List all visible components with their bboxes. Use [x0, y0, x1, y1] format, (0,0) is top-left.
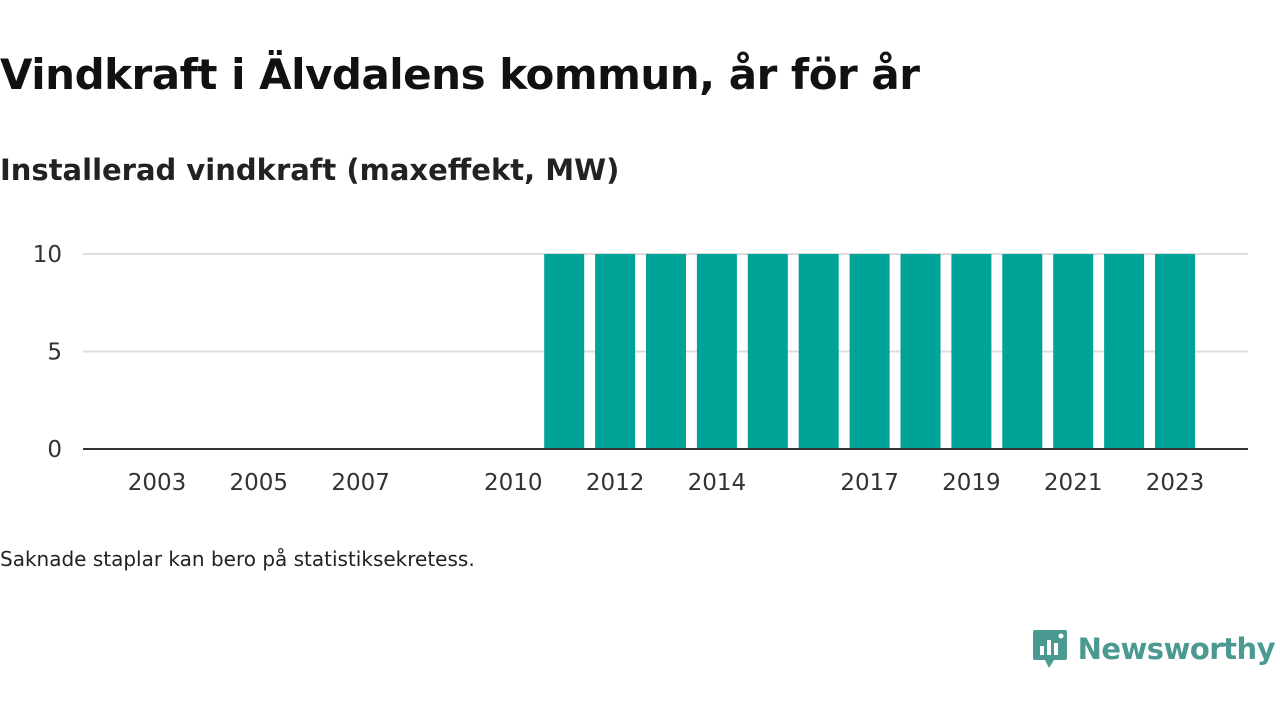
bar-2016 [798, 254, 839, 449]
bar-2013 [646, 254, 686, 449]
bar-2023 [1155, 254, 1195, 449]
bar-2017 [849, 254, 890, 449]
y-tick-label-5: 5 [47, 340, 62, 366]
x-tick-label-2019: 2019 [942, 470, 1001, 496]
chart-title: Vindkraft i Älvdalens kommun, år för år [0, 50, 920, 99]
chart-subtitle: Installerad vindkraft (maxeffekt, MW) [0, 153, 620, 187]
x-tick-label-2021: 2021 [1044, 470, 1103, 496]
bar-2011 [544, 254, 585, 449]
bar-2018 [900, 254, 941, 449]
y-tick-label-0: 0 [47, 437, 62, 463]
x-tick-label-2017: 2017 [840, 470, 899, 496]
bar-chart: 0 5 10 2003 2005 2007 2010 2012 2014 2017 2019 2021… [33, 242, 1248, 496]
x-tick-label-2014: 2014 [688, 470, 747, 496]
x-tick-label-2005: 2005 [230, 470, 289, 496]
footnote: Saknade staplar kan bero på statistiksek… [0, 547, 475, 571]
bar-2019 [951, 254, 992, 449]
x-tick-label-2023: 2023 [1146, 470, 1205, 496]
bar-2014 [696, 254, 737, 449]
bar-2020 [1002, 254, 1043, 449]
brand-name: Newsworthy [1077, 632, 1276, 666]
y-tick-label-10: 10 [33, 242, 62, 268]
bar-2022 [1104, 254, 1145, 449]
x-tick-label-2012: 2012 [586, 470, 645, 496]
bar-2012 [595, 254, 636, 449]
x-tick-label-2010: 2010 [484, 470, 543, 496]
x-tick-label-2003: 2003 [128, 470, 187, 496]
bar-2015 [747, 254, 788, 449]
newsworthy-logo-icon [1032, 630, 1067, 668]
bars [544, 254, 1195, 449]
axes: 0 5 10 2003 2005 2007 2010 2012 2014 2017 2019 2021… [33, 242, 1248, 496]
brand-logo: Newsworthy [1032, 628, 1276, 670]
x-tick-label-2007: 2007 [331, 470, 390, 496]
bar-2021 [1053, 254, 1094, 449]
